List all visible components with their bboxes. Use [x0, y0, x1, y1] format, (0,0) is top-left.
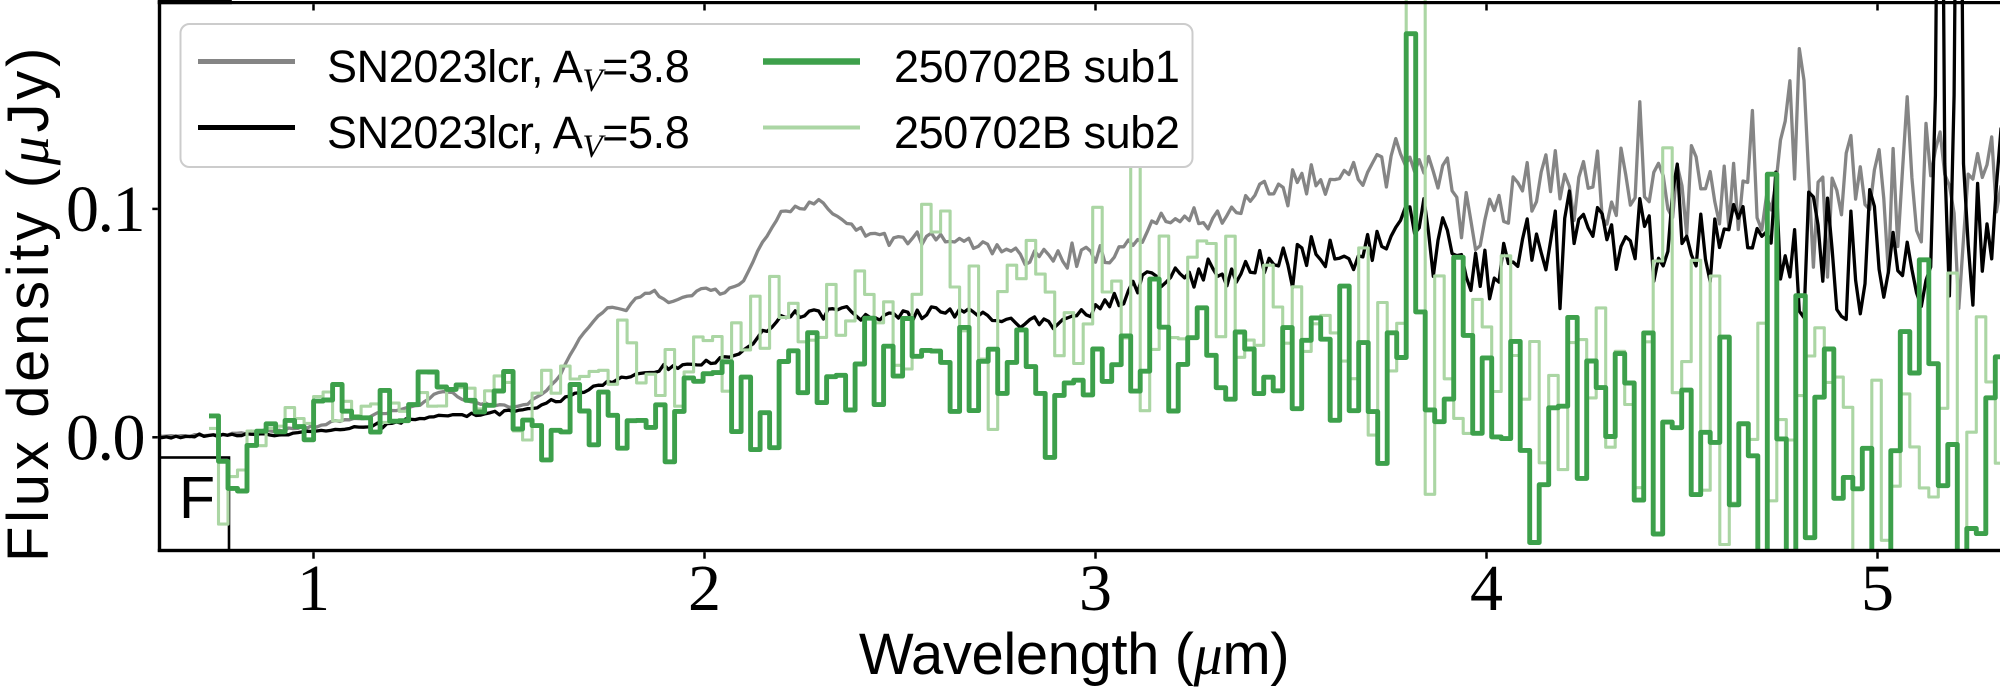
svg-text:4: 4: [1470, 552, 1503, 625]
svg-text:SN2023lcr, AV=3.8: SN2023lcr, AV=3.8: [327, 41, 689, 99]
svg-text:1: 1: [297, 552, 330, 625]
svg-text:250702B sub1: 250702B sub1: [894, 41, 1179, 92]
svg-text:0.1: 0.1: [66, 173, 144, 246]
svg-text:F: F: [179, 465, 215, 531]
svg-text:250702B sub2: 250702B sub2: [894, 107, 1179, 158]
svg-text:SN2023lcr, AV=5.8: SN2023lcr, AV=5.8: [327, 107, 689, 165]
svg-text:0.0: 0.0: [66, 402, 144, 475]
svg-text:Flux density (μJy): Flux density (μJy): [0, 44, 61, 562]
svg-text:3: 3: [1079, 552, 1112, 625]
svg-text:2: 2: [688, 552, 721, 625]
svg-text:5: 5: [1861, 552, 1894, 625]
svg-text:Wavelength (μm): Wavelength (μm): [859, 622, 1289, 687]
